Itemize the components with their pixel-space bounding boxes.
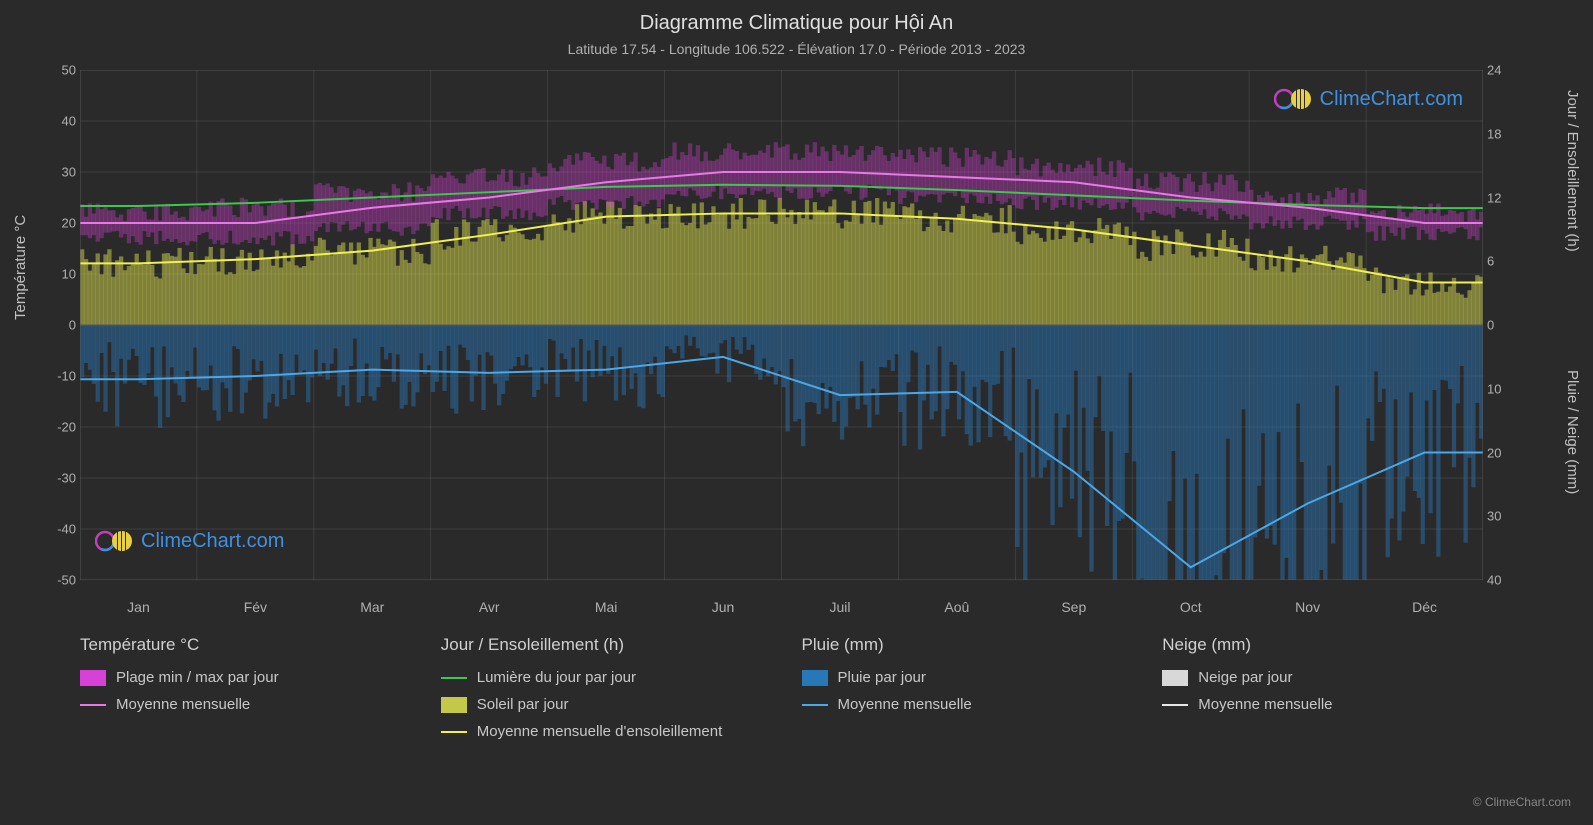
watermark-bottom: ClimeChart.com [95, 528, 284, 554]
legend-heading: Température °C [80, 635, 401, 655]
legend-label: Moyenne mensuelle [116, 696, 250, 713]
y-tick-right-top: 12 [1487, 190, 1515, 205]
x-tick-month: Déc [1412, 599, 1437, 615]
y-tick-left: -10 [48, 369, 76, 384]
y-tick-right-top: 24 [1487, 63, 1515, 78]
legend-heading: Neige (mm) [1162, 635, 1483, 655]
plot-area [80, 70, 1483, 580]
x-tick-month: Sep [1061, 599, 1086, 615]
x-tick-month: Mai [595, 599, 618, 615]
x-tick-month: Nov [1295, 599, 1320, 615]
legend-swatch-sun [441, 697, 467, 713]
logo-icon [1274, 86, 1314, 112]
legend-heading: Pluie (mm) [802, 635, 1123, 655]
y-tick-right-bottom: 40 [1487, 573, 1515, 588]
legend-col-snow: Neige (mm) Neige par jour Moyenne mensue… [1162, 635, 1483, 805]
legend-col-rain: Pluie (mm) Pluie par jour Moyenne mensue… [802, 635, 1123, 805]
watermark-top: ClimeChart.com [1274, 86, 1463, 112]
legend-label: Plage min / max par jour [116, 669, 279, 686]
x-tick-month: Jun [712, 599, 735, 615]
x-tick-month: Jan [127, 599, 150, 615]
watermark-text: ClimeChart.com [141, 530, 284, 553]
y-tick-left: -20 [48, 420, 76, 435]
legend-line-rain-avg [802, 704, 828, 706]
x-tick-month: Oct [1180, 599, 1202, 615]
legend-item: Plage min / max par jour [80, 669, 401, 686]
legend-col-temp: Température °C Plage min / max par jour … [80, 635, 401, 805]
legend-col-sun: Jour / Ensoleillement (h) Lumière du jou… [441, 635, 762, 805]
y-axis-right2-label: Pluie / Neige (mm) [1564, 370, 1581, 494]
y-tick-right-bottom: 20 [1487, 445, 1515, 460]
legend-item: Moyenne mensuelle [1162, 696, 1483, 713]
x-tick-month: Juil [829, 599, 850, 615]
y-tick-left: 50 [48, 63, 76, 78]
plot-svg [80, 70, 1483, 580]
y-tick-right-bottom: 30 [1487, 509, 1515, 524]
y-tick-left: 40 [48, 114, 76, 129]
legend-item: Moyenne mensuelle d'ensoleillement [441, 723, 762, 740]
y-tick-left: 0 [48, 318, 76, 333]
x-tick-month: Avr [479, 599, 500, 615]
legend-swatch-rain [802, 670, 828, 686]
legend-item: Lumière du jour par jour [441, 669, 762, 686]
y-tick-right-top: 0 [1487, 318, 1515, 333]
y-tick-left: 30 [48, 165, 76, 180]
x-tick-month: Fév [244, 599, 267, 615]
legend-heading: Jour / Ensoleillement (h) [441, 635, 762, 655]
legend-item: Soleil par jour [441, 696, 762, 713]
legend-line-snow-avg [1162, 704, 1188, 706]
y-tick-left: -50 [48, 573, 76, 588]
legend-label: Moyenne mensuelle d'ensoleillement [477, 723, 723, 740]
x-tick-month: Aoû [944, 599, 969, 615]
legend-label: Pluie par jour [838, 669, 926, 686]
chart-subtitle: Latitude 17.54 - Longitude 106.522 - Élé… [0, 35, 1593, 57]
y-tick-right-top: 18 [1487, 126, 1515, 141]
y-tick-right-bottom: 10 [1487, 381, 1515, 396]
copyright: © ClimeChart.com [1473, 795, 1571, 809]
legend-item: Moyenne mensuelle [80, 696, 401, 713]
legend-label: Moyenne mensuelle [838, 696, 972, 713]
climate-chart: Diagramme Climatique pour Hội An Latitud… [0, 0, 1593, 825]
y-tick-left: 20 [48, 216, 76, 231]
y-axis-left-label: Température °C [12, 215, 29, 320]
y-tick-left: -40 [48, 522, 76, 537]
watermark-text: ClimeChart.com [1320, 88, 1463, 111]
legend-swatch-snow [1162, 670, 1188, 686]
legend-label: Soleil par jour [477, 696, 569, 713]
legend-swatch-temp-range [80, 670, 106, 686]
logo-icon [95, 528, 135, 554]
y-tick-right-top: 6 [1487, 254, 1515, 269]
y-tick-left: -30 [48, 471, 76, 486]
chart-title: Diagramme Climatique pour Hội An [0, 0, 1593, 35]
legend-item: Neige par jour [1162, 669, 1483, 686]
legend-item: Moyenne mensuelle [802, 696, 1123, 713]
legend-label: Moyenne mensuelle [1198, 696, 1332, 713]
x-tick-month: Mar [360, 599, 384, 615]
legend-label: Neige par jour [1198, 669, 1292, 686]
legend: Température °C Plage min / max par jour … [80, 635, 1483, 805]
legend-label: Lumière du jour par jour [477, 669, 636, 686]
y-tick-left: 10 [48, 267, 76, 282]
y-axis-right1-label: Jour / Ensoleillement (h) [1564, 90, 1581, 252]
legend-line-temp-avg [80, 704, 106, 706]
legend-line-daylight [441, 677, 467, 679]
legend-item: Pluie par jour [802, 669, 1123, 686]
legend-line-sun-avg [441, 731, 467, 733]
